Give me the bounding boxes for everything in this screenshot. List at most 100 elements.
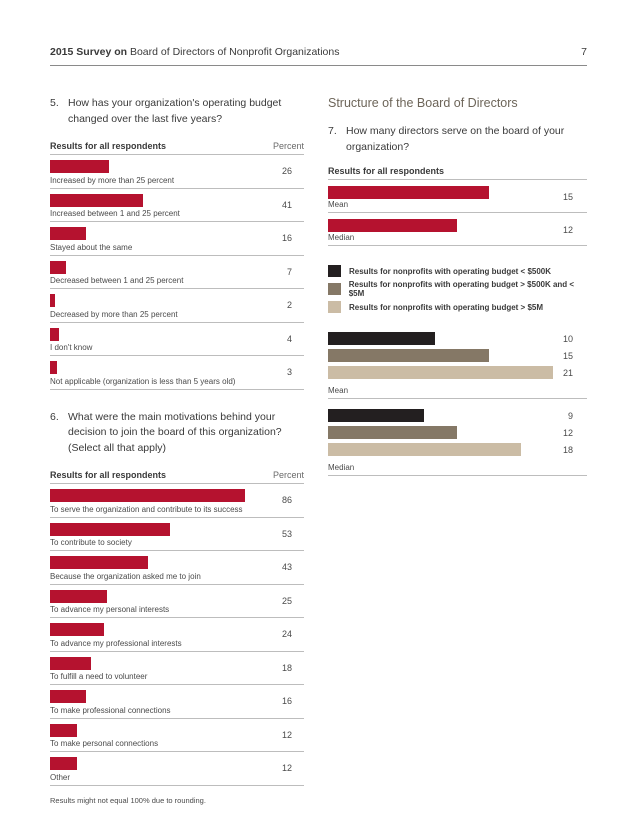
q6-bar — [50, 656, 91, 670]
q5-bar — [50, 361, 57, 374]
q6-value: 12 — [281, 763, 292, 773]
q6-label: To make personal connections — [50, 739, 159, 748]
q6-row: 12 Other — [50, 752, 304, 786]
q5-bar — [50, 327, 60, 341]
q7-value: 12 — [562, 225, 573, 235]
q5-text: How has your organization's operating bu… — [68, 97, 282, 125]
page-header: 2015 Survey on Board of Directors of Non… — [50, 46, 587, 66]
legend-item: Results for nonprofits with operating bu… — [328, 262, 587, 280]
right-column: Structure of the Board of Directors 7. H… — [328, 96, 587, 476]
legend-swatch — [328, 301, 341, 313]
q5-chart: 26 Increased by more than 25 percent 41 Inc… — [50, 155, 304, 390]
q6-text: What were the main motivations behind yo… — [68, 410, 282, 454]
q6-row: 12 To make personal connections — [50, 719, 304, 752]
q5-value: 41 — [281, 199, 292, 210]
q6-value: 53 — [281, 528, 292, 539]
q7-chart: 15 Mean 12 Median — [328, 180, 587, 246]
q5-percent-label: Percent — [272, 141, 304, 151]
q6-label: To contribute to society — [50, 538, 132, 547]
q5-bar — [50, 260, 66, 274]
q5-row: 41 Increased between 1 and 25 percent — [50, 189, 304, 222]
q7-row: 12 Median — [328, 213, 587, 246]
budget-bar — [328, 409, 425, 422]
q5-row: 16 Stayed about the same — [50, 222, 304, 256]
q6-value: 25 — [281, 595, 292, 606]
q5-row: 7 Decreased between 1 and 25 percent — [50, 256, 304, 289]
q7-row: 15 Mean — [328, 180, 587, 213]
q6-row: 43 Because the organization asked me to j… — [50, 551, 304, 585]
q6-bar — [50, 489, 246, 502]
q6-row: 24 To advance my professional interests — [50, 618, 304, 652]
q7-bar — [328, 186, 489, 199]
budget-group-label: Mean — [328, 386, 349, 395]
q6-results-label: Results for all respondents — [50, 470, 167, 480]
q5-label: Not applicable (organization is less tha… — [50, 376, 236, 386]
q5-bar — [50, 227, 87, 240]
budget-value: 18 — [562, 445, 573, 455]
q6-chart: 86 To serve the organization and contribu… — [50, 484, 304, 786]
legend-label: Results for nonprofits with operating bu… — [349, 266, 552, 276]
q6-value: 12 — [281, 729, 292, 740]
q7-text: How many directors serve on the board of… — [346, 125, 565, 153]
q6-label: Because the organization asked me to joi… — [50, 571, 201, 581]
budget-grouped-chart: 10 15 21 Mean 9 12 18 Median — [328, 330, 587, 476]
q6-percent-label: Percent — [272, 470, 304, 480]
q5-row: 4 I don't know — [50, 323, 304, 356]
q5-title: 5. How has your organization's operating… — [50, 96, 304, 127]
q5-value: 2 — [286, 300, 292, 310]
q7-bar — [328, 219, 457, 232]
q5-value: 4 — [286, 333, 292, 344]
q6-bar — [50, 723, 78, 737]
left-column: 5. How has your organization's operating… — [50, 96, 304, 786]
q6-bar — [50, 556, 148, 569]
q6-label: To serve the organization and contribute… — [50, 504, 243, 514]
q5-label: Stayed about the same — [50, 242, 133, 252]
q6-bar — [50, 522, 171, 536]
q7-value: 15 — [562, 192, 573, 202]
q6-value: 43 — [281, 562, 292, 572]
q5-table-header: Results for all respondents Percent — [50, 141, 304, 155]
legend-item: Results for nonprofits with operating bu… — [328, 280, 587, 298]
header-title: 2015 Survey on Board of Directors of Non… — [50, 46, 339, 58]
q7-label: Mean — [328, 200, 349, 209]
q6-bar — [50, 623, 105, 636]
budget-value: 15 — [562, 351, 573, 361]
footnote: Results might not equal 100% due to roun… — [50, 796, 206, 805]
q6-bar — [50, 589, 107, 603]
q6-value: 24 — [281, 629, 292, 639]
q5-row: 3 Not applicable (organization is less th… — [50, 356, 304, 390]
budget-group: 9 12 18 Median — [328, 407, 587, 476]
q5-value: 3 — [286, 367, 292, 377]
budget-group: 10 15 21 Mean — [328, 330, 587, 399]
budget-legend: Results for nonprofits with operating bu… — [328, 262, 587, 316]
q6-row: 18 To fulfill a need to volunteer — [50, 652, 304, 685]
q7-table-header: Results for all respondents — [328, 166, 587, 180]
q6-row: 86 To serve the organization and contribu… — [50, 484, 304, 518]
q5-row: 2 Decreased by more than 25 percent — [50, 289, 304, 323]
q5-row: 26 Increased by more than 25 percent — [50, 155, 304, 189]
header-title-rest: Board of Directors of Nonprofit Organiza… — [129, 46, 340, 58]
q7-title: 7. How many directors serve on the board… — [328, 124, 587, 155]
q6-row: 16 To make professional connections — [50, 685, 304, 719]
page-number: 7 — [581, 46, 587, 58]
q6-value: 16 — [281, 696, 292, 706]
q6-label: To make professional connections — [50, 705, 171, 715]
q7-results-label: Results for all respondents — [328, 166, 445, 176]
budget-group-label: Median — [328, 463, 355, 472]
q7-label: Median — [328, 233, 355, 242]
budget-bar — [328, 332, 436, 345]
q5-label: Increased by more than 25 percent — [50, 175, 175, 185]
q5-bar — [50, 193, 144, 207]
legend-swatch — [328, 283, 341, 295]
q6-label: To fulfill a need to volunteer — [50, 672, 148, 681]
q5-bar — [50, 160, 110, 173]
budget-value: 10 — [562, 334, 573, 344]
q6-table-header: Results for all respondents Percent — [50, 470, 304, 484]
legend-item: Results for nonprofits with operating bu… — [328, 298, 587, 316]
budget-bar — [328, 426, 457, 439]
legend-label: Results for nonprofits with operating bu… — [349, 302, 544, 312]
q6-bar — [50, 757, 78, 770]
q5-value: 7 — [286, 266, 292, 277]
q5-value: 16 — [281, 233, 292, 243]
q5-label: Decreased by more than 25 percent — [50, 309, 178, 319]
